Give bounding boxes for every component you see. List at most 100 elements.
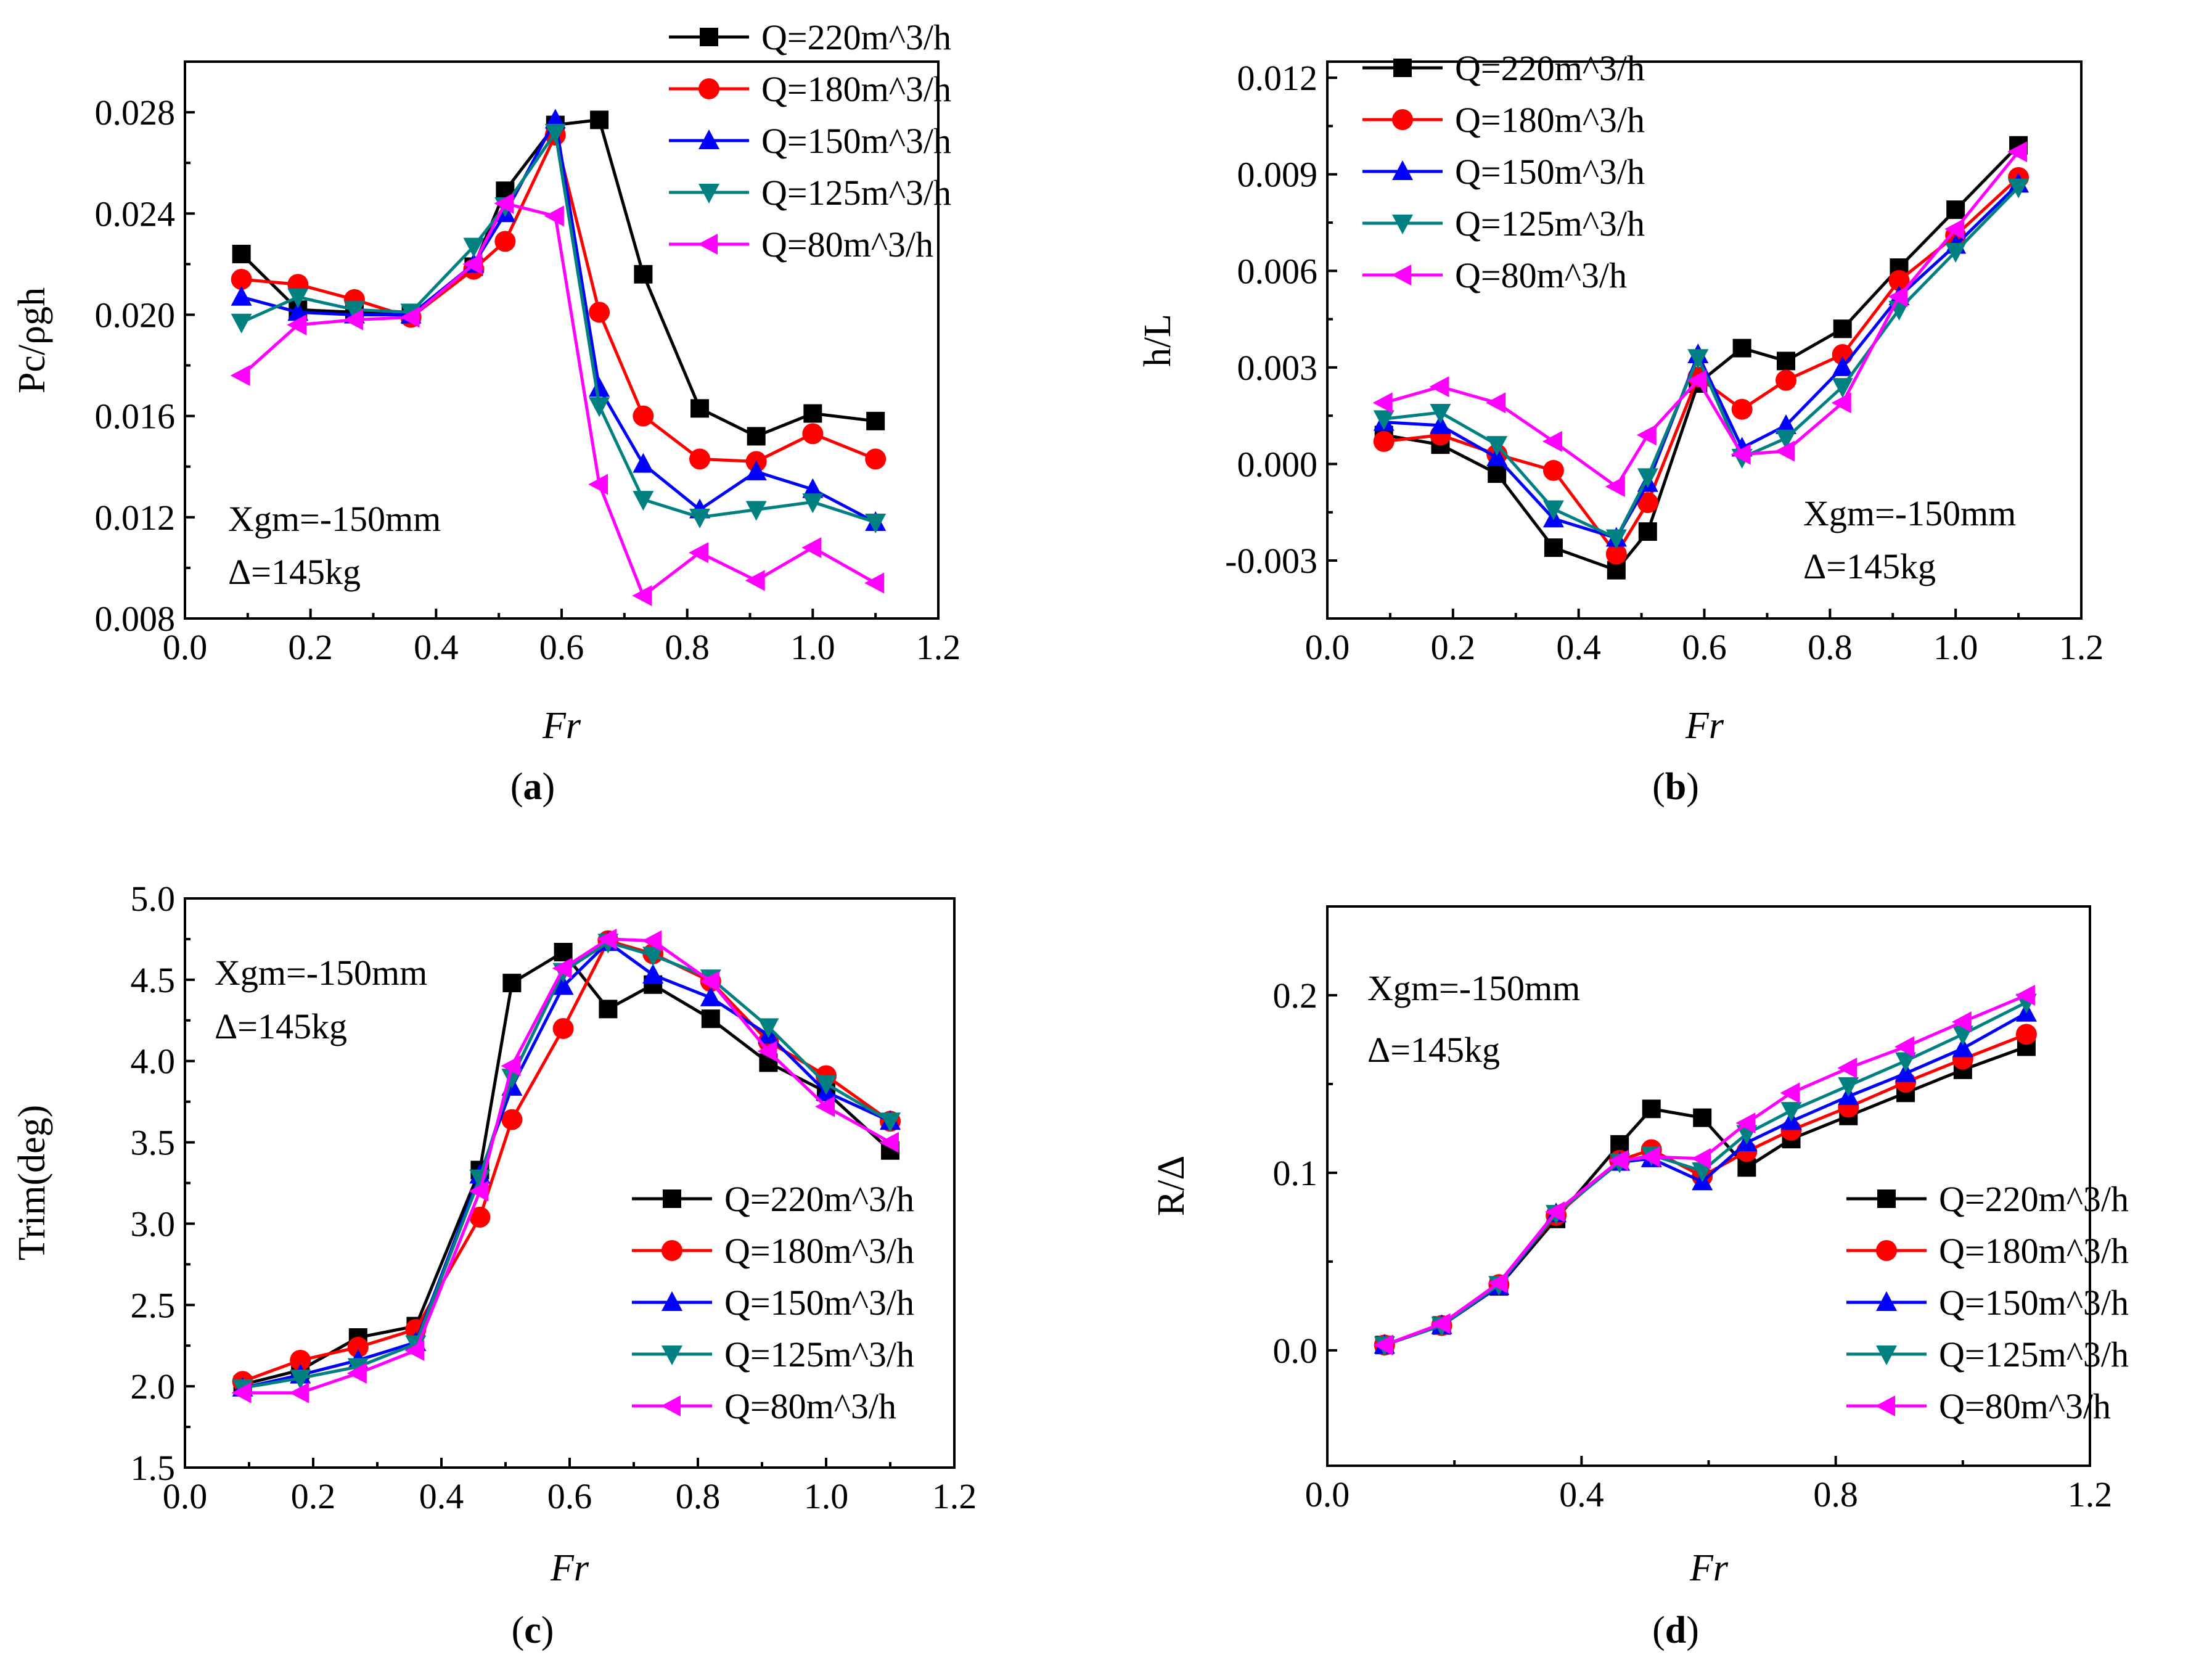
data-point [289,1382,309,1403]
data-point [1486,392,1506,414]
data-point [1776,351,1795,371]
data-point [1642,1099,1661,1119]
axis-ticks: 0.0 0.4 0.8 1.2 0.0 0.1 0.2 [1273,976,2113,1514]
legend-label: Q=180m^3/h [1455,100,1645,140]
data-point [343,309,363,331]
series-line [1383,150,2020,488]
annotation-xgm: Xgm=-150mm [215,953,427,993]
data-point [745,501,767,521]
data-point [1692,1162,1713,1183]
legend-label: Q=125m^3/h [724,1334,914,1374]
data-point [642,963,664,984]
x-tick-label: 1.2 [932,1476,977,1516]
legend-marker [1875,1395,1895,1416]
legend-marker [1393,59,1412,77]
data-point [1430,414,1451,434]
data-point [1732,339,1751,358]
data-point [590,110,609,129]
data-point [231,286,252,306]
data-point [689,448,711,470]
data-point [1486,446,1508,467]
data-point [589,397,610,417]
legend-marker [1392,109,1413,130]
data-point [690,399,710,418]
data-point [864,572,885,594]
y-axis-label: h/L [1137,314,1179,367]
annotation-delta: Δ=145kg [228,552,361,592]
legend-label: Q=125m^3/h [1455,203,1645,244]
data-point [865,448,887,470]
annotation-delta: Δ=145kg [215,1006,347,1046]
data-point [544,205,564,227]
y-tick-label: 5.0 [131,879,176,919]
x-axis-label: Fr [1685,705,1724,747]
y-tick-label: 4.0 [131,1041,176,1082]
data-point [1605,475,1625,497]
x-tick-label: 0.8 [1813,1474,1858,1514]
data-point [1895,1062,1917,1082]
data-point [816,1075,837,1095]
x-tick-label: 0.6 [547,1476,592,1516]
legend-marker [1876,1345,1897,1365]
y-tick-label: 0.2 [1273,976,1318,1016]
y-tick-label: 0.1 [1273,1153,1318,1193]
legend-label: Q=220m^3/h [1939,1179,2129,1219]
legend: Q=220m^3/h Q=180m^3/h Q=150m^3/h Q=125m^3/h… [632,1179,914,1426]
data-point [552,958,572,979]
legend-marker [698,129,719,149]
series-line [240,118,876,438]
legend-label: Q=220m^3/h [1455,48,1645,88]
annotation-delta: Δ=145kg [1367,1030,1500,1070]
x-tick-label: 0.0 [163,627,208,667]
data-point [1888,286,1908,308]
data-point [1952,1037,1973,1058]
data-point [1691,1148,1711,1169]
data-point [1832,356,1853,376]
panel-caption: (d) [1652,1609,1699,1651]
y-tick-label: 4.5 [131,960,176,1000]
data-point [866,411,885,430]
legend-marker [1391,265,1411,286]
data-point [1895,1052,1917,1072]
data-point [642,947,664,967]
y-tick-label: 0.003 [1237,348,1318,388]
data-point [287,314,307,335]
legend: Q=220m^3/h Q=180m^3/h Q=150m^3/h Q=125m^3/h… [1846,1179,2129,1426]
data-point [1731,398,1753,420]
legend-marker [1876,1240,1897,1261]
y-tick-label: 2.0 [131,1366,176,1407]
legend-label: Q=180m^3/h [761,69,951,109]
x-tick-label: 0.4 [419,1476,464,1516]
legend-marker [662,1345,682,1365]
x-tick-label: 0.8 [676,1476,721,1516]
data-point [633,453,654,473]
axis-ticks: 0.0 0.2 0.4 0.6 0.8 1.0 1.2 0.008 0.012 0.016 0.02… [95,92,961,667]
data-point [399,306,420,328]
x-tick-label: 1.2 [2068,1474,2113,1514]
y-tick-label: 0.020 [95,295,176,335]
data-point [343,301,365,321]
data-point [2015,984,2035,1006]
data-point [1735,1112,1756,1134]
data-point [1430,403,1451,424]
y-tick-label: 0.028 [95,92,176,133]
data-point [2015,1024,2037,1045]
x-tick-label: 0.2 [288,627,333,667]
data-point [634,265,653,284]
legend-label: Q=80m^3/h [724,1386,896,1426]
data-point [347,1336,369,1358]
data-point [745,570,765,591]
data-point [1775,429,1796,450]
y-tick-label: 3.0 [131,1204,176,1244]
data-point [2008,178,2030,199]
y-tick-label: 0.006 [1237,251,1318,291]
y-tick-label: 0.012 [1237,58,1318,98]
data-point [1637,492,1658,514]
data-point [1430,1313,1451,1334]
data-point [802,423,824,445]
x-tick-label: 0.6 [1682,627,1727,667]
data-point [1775,414,1796,434]
data-point [1542,459,1564,481]
data-point [232,244,251,263]
data-point [589,302,610,323]
